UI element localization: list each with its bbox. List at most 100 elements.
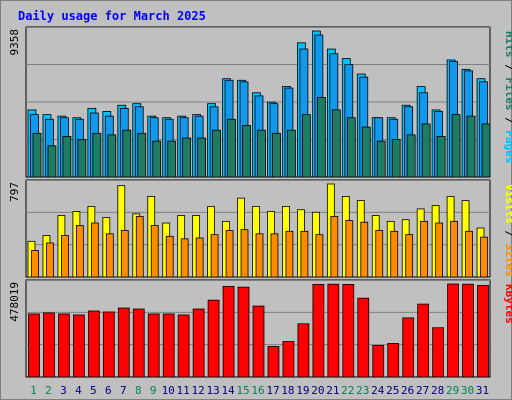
x-tick-label: 3	[60, 384, 67, 397]
bar-pages-11	[182, 137, 192, 178]
x-tick-label: 25	[386, 384, 399, 397]
legend-kbytes: KBytes	[503, 284, 512, 324]
x-tick-label: 26	[401, 384, 414, 397]
bar-sites-21	[330, 215, 339, 278]
bar-kbytes-4	[73, 314, 85, 378]
bar-pages-14	[227, 118, 236, 178]
bar-sites-13	[210, 234, 219, 278]
legend-1: Hits / Files / Pages	[503, 31, 512, 164]
x-tick-label: 18	[281, 384, 294, 397]
bar-sites-12	[195, 237, 204, 278]
x-tick-label: 9	[150, 384, 157, 397]
bar-sites-17	[270, 233, 279, 278]
x-tick-label: 11	[177, 384, 190, 397]
bar-sites-6	[105, 233, 114, 278]
bar-kbytes-21	[327, 283, 340, 378]
x-tick-label: 6	[105, 384, 112, 397]
bar-kbytes-12	[192, 308, 205, 378]
y-max-label-2: 797	[8, 182, 21, 202]
y-max-label-1: 9358	[8, 29, 21, 56]
legend-files: Files	[503, 77, 512, 110]
x-tick-label: 29	[446, 384, 459, 397]
bar-kbytes-17	[267, 346, 280, 378]
bar-sites-27	[420, 220, 429, 278]
x-tick-label: 8	[135, 384, 142, 397]
bar-kbytes-11	[177, 314, 190, 378]
bar-pages-9	[152, 140, 162, 178]
bar-pages-17	[272, 132, 281, 178]
bar-sites-1	[31, 250, 39, 278]
bar-pages-31	[481, 123, 491, 178]
bar-kbytes-9	[147, 313, 160, 378]
bar-kbytes-16	[252, 305, 265, 378]
bar-kbytes-28	[432, 327, 444, 378]
bar-sites-20	[315, 234, 324, 278]
bar-pages-23	[361, 126, 371, 178]
bar-kbytes-15	[237, 286, 250, 378]
bar-kbytes-6	[102, 311, 115, 378]
bar-pages-3	[62, 136, 72, 178]
bar-kbytes-23	[357, 297, 370, 378]
x-tick-label: 20	[311, 384, 324, 397]
bar-sites-14	[225, 230, 234, 278]
bar-sites-26	[405, 234, 414, 278]
bar-pages-29	[451, 114, 461, 178]
bar-sites-25	[390, 230, 399, 278]
bar-pages-15	[242, 125, 251, 178]
bar-kbytes-24	[372, 345, 385, 378]
bar-kbytes-20	[312, 283, 325, 378]
bar-pages-1	[32, 132, 42, 178]
bar-sites-16	[255, 233, 264, 278]
x-tick-label: 16	[251, 384, 264, 397]
x-tick-label: 22	[341, 384, 354, 397]
bar-kbytes-14	[222, 285, 235, 378]
bar-kbytes-10	[162, 313, 175, 378]
x-tick-label: 2	[45, 384, 52, 397]
bar-sites-3	[61, 235, 69, 278]
y-max-label-3: 478019	[8, 282, 21, 322]
bar-pages-12	[197, 137, 207, 178]
bar-kbytes-30	[462, 283, 474, 378]
x-tick-label: 13	[206, 384, 219, 397]
bar-kbytes-3	[58, 313, 70, 378]
bar-sites-23	[360, 221, 369, 278]
bar-sites-22	[345, 220, 354, 278]
legend-visits: Visits	[503, 184, 512, 224]
bar-kbytes-26	[402, 317, 415, 378]
bar-kbytes-19	[297, 323, 310, 378]
x-tick-label: 23	[356, 384, 369, 397]
bar-sites-19	[300, 230, 309, 278]
bar-pages-21	[331, 109, 341, 178]
chart-title: Daily usage for March 2025	[18, 9, 206, 23]
bar-pages-8	[137, 132, 147, 178]
bar-sites-29	[450, 220, 458, 278]
x-tick-label: 1	[30, 384, 37, 397]
x-tick-label: 5	[90, 384, 97, 397]
bar-sites-18	[285, 230, 294, 278]
bar-pages-18	[287, 129, 296, 178]
bar-sites-2	[46, 242, 54, 278]
bar-pages-19	[302, 114, 311, 178]
bar-kbytes-22	[342, 283, 355, 378]
x-tick-label: 21	[326, 384, 339, 397]
x-tick-label: 27	[416, 384, 429, 397]
bar-kbytes-2	[43, 312, 55, 378]
bar-pages-13	[212, 129, 221, 178]
bar-sites-9	[150, 225, 159, 278]
legend-sites: Sites	[503, 244, 512, 277]
bar-pages-27	[421, 123, 431, 178]
bar-sites-24	[375, 230, 384, 278]
x-tick-label: 15	[236, 384, 249, 397]
bar-pages-20	[316, 97, 326, 178]
bar-kbytes-8	[132, 308, 145, 378]
bar-sites-11	[180, 238, 189, 278]
legend-3: KBytes	[503, 284, 512, 324]
bar-pages-4	[77, 139, 87, 178]
bar-kbytes-27	[417, 303, 430, 378]
bar-sites-15	[240, 229, 249, 278]
x-tick-label: 10	[162, 384, 175, 397]
bar-sites-31	[480, 236, 488, 278]
x-tick-label: 28	[431, 384, 444, 397]
